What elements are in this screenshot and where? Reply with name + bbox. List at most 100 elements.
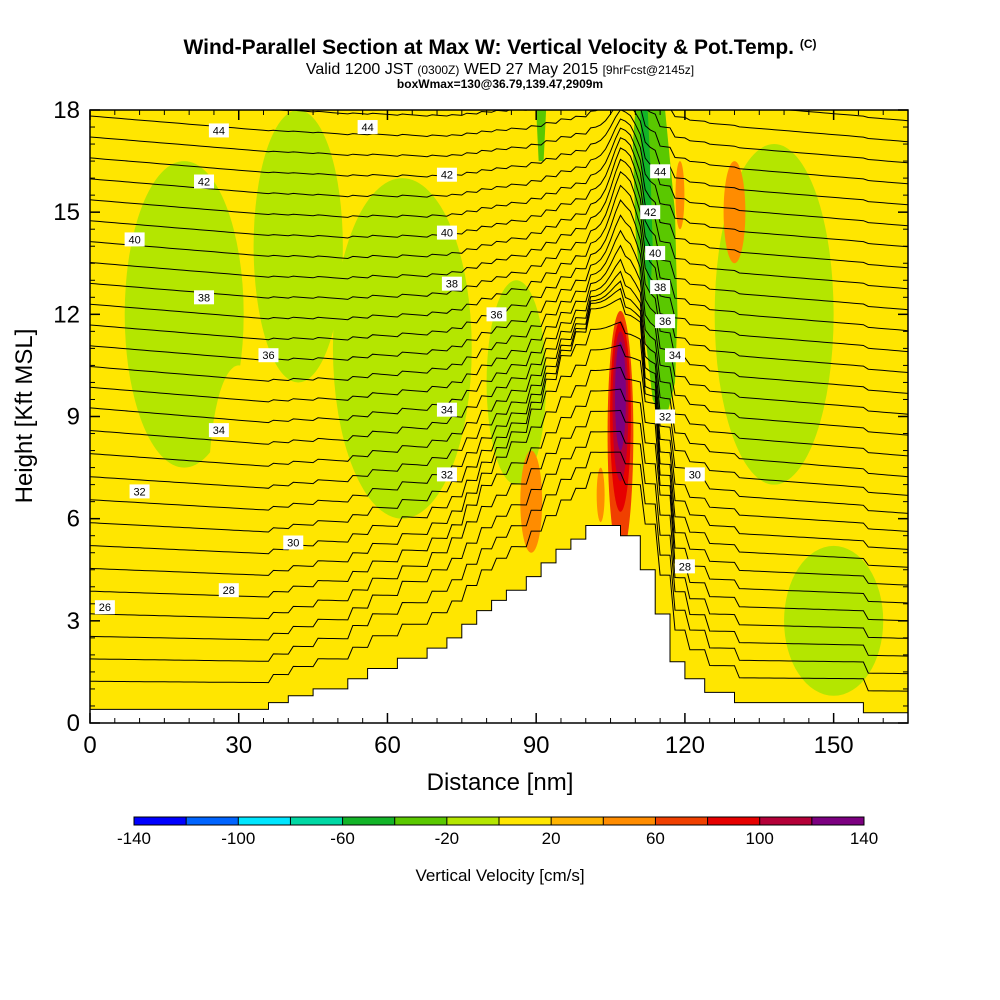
isentrope-1 bbox=[90, 451, 908, 675]
contour-label-21: 40 bbox=[645, 246, 666, 261]
contour-label-22: 38 bbox=[650, 280, 671, 295]
isentrope-23 bbox=[90, 118, 908, 248]
contour-label-20: 42 bbox=[640, 205, 661, 220]
terrain-shape bbox=[90, 525, 908, 723]
contour-label-11: 34 bbox=[436, 402, 457, 417]
contour-label-7: 38 bbox=[441, 276, 462, 291]
isentrope-12 bbox=[90, 258, 908, 478]
contour-label-text: 34 bbox=[669, 350, 681, 362]
colorbar-segment bbox=[290, 817, 344, 825]
colorbar-tick-label: -140 bbox=[117, 829, 151, 848]
contour-label-14: 30 bbox=[283, 535, 304, 550]
contour-label-bg bbox=[283, 535, 304, 550]
y-tick-label: 12 bbox=[53, 301, 80, 328]
isentrope-20 bbox=[90, 147, 908, 311]
contour-label-bg bbox=[357, 120, 378, 135]
colorbar-segment bbox=[394, 817, 448, 825]
y-tick-label: 3 bbox=[67, 608, 80, 635]
contour-label-bg bbox=[650, 280, 671, 295]
x-tick-label: 0 bbox=[83, 732, 96, 759]
contour-label-text: 42 bbox=[644, 207, 656, 219]
contour-label-text: 30 bbox=[287, 538, 299, 550]
contour-label-text: 36 bbox=[490, 309, 502, 321]
w-region-2 bbox=[332, 178, 472, 519]
x-tick-label: 150 bbox=[814, 732, 854, 759]
isentrope-11 bbox=[90, 270, 908, 496]
contour-label-25: 32 bbox=[655, 409, 676, 424]
contour-label-text: 38 bbox=[446, 279, 458, 291]
contour-label-bg bbox=[640, 205, 661, 220]
isentrope-8 bbox=[90, 297, 908, 550]
contour-label-text: 28 bbox=[223, 585, 235, 597]
colorbar-segment bbox=[499, 817, 552, 825]
contour-labels: 44 44 42 42 40 40 38 38 36 36 34 34 32 32 30 30 28 28 26 44… bbox=[94, 120, 705, 615]
contour-label-text: 28 bbox=[679, 561, 691, 573]
isentrope-24 bbox=[90, 110, 908, 227]
isentrope-18 bbox=[90, 170, 908, 353]
contour-label-bg bbox=[664, 348, 685, 363]
isentrope-28 bbox=[670, 110, 908, 143]
contour-label-18: 26 bbox=[94, 600, 115, 615]
isentrope-13 bbox=[90, 244, 908, 457]
colorbar-segment bbox=[707, 817, 761, 825]
x-tick-label: 60 bbox=[374, 732, 401, 759]
colorbar-segment bbox=[603, 817, 656, 825]
colorbar-segment bbox=[238, 817, 291, 825]
contour-label-bg bbox=[674, 559, 695, 574]
contour-label-text: 26 bbox=[99, 602, 111, 614]
isentrope-5 bbox=[90, 366, 908, 604]
contour-label-9: 36 bbox=[486, 307, 507, 322]
contour-label-0: 44 bbox=[208, 123, 229, 138]
w-region-17 bbox=[536, 110, 547, 162]
colorbar-tick-label: 20 bbox=[542, 829, 561, 848]
contour-label-24: 34 bbox=[664, 348, 685, 363]
colorbar-segment bbox=[811, 817, 865, 825]
contour-label-text: 34 bbox=[441, 405, 453, 417]
contour-label-text: 40 bbox=[128, 234, 140, 246]
colorbar-segment bbox=[655, 817, 709, 825]
colorbar-tick-label: 60 bbox=[646, 829, 665, 848]
y-axis-label: Height [Kft MSL] bbox=[11, 329, 38, 504]
contour-label-text: 34 bbox=[213, 425, 225, 437]
w-region-0 bbox=[124, 161, 244, 468]
w-region-11 bbox=[596, 467, 605, 523]
colorbar: -140 -100 -60 -20 20 60 100 140 bbox=[117, 816, 878, 848]
contour-label-bg bbox=[194, 290, 215, 305]
colorbar-segment bbox=[551, 817, 604, 825]
colorbar-segment bbox=[446, 817, 500, 825]
contour-label-bg bbox=[436, 167, 457, 182]
contour-label-bg bbox=[655, 314, 676, 329]
w-region-10 bbox=[723, 161, 746, 264]
contour-label-10: 34 bbox=[208, 423, 229, 438]
contour-label-text: 42 bbox=[441, 170, 453, 182]
contour-label-17: 28 bbox=[674, 559, 695, 574]
contour-label-bg bbox=[208, 123, 229, 138]
contour-label-15: 30 bbox=[684, 467, 705, 482]
contour-label-text: 40 bbox=[649, 248, 661, 260]
contour-label-bg bbox=[441, 276, 462, 291]
colorbar-segment bbox=[759, 817, 813, 825]
isentrope-15 bbox=[90, 214, 908, 415]
y-tick-label: 18 bbox=[53, 97, 80, 124]
w-region-9 bbox=[520, 450, 543, 553]
chart-subtitle: Valid 1200 JST (0300Z) WED 27 May 2015 [… bbox=[305, 61, 695, 78]
w-region-5 bbox=[784, 545, 884, 696]
contour-label-bg bbox=[94, 600, 115, 615]
contour-label-8: 36 bbox=[258, 348, 279, 363]
contour-label-text: 42 bbox=[198, 177, 210, 189]
contour-label-23: 36 bbox=[655, 314, 676, 329]
contour-label-text: 32 bbox=[659, 412, 671, 424]
contour-label-bg bbox=[218, 583, 239, 598]
colorbar-tick-label: -60 bbox=[330, 829, 355, 848]
contour-label-text: 38 bbox=[198, 292, 210, 304]
contour-label-text: 32 bbox=[441, 469, 453, 481]
terrain-mask bbox=[90, 525, 908, 723]
contour-label-bg bbox=[258, 348, 279, 363]
isentrope-2 bbox=[90, 430, 908, 657]
y-tick-label: 15 bbox=[53, 199, 80, 226]
contour-label-bg bbox=[436, 225, 457, 240]
contour-label-text: 36 bbox=[659, 316, 671, 328]
contour-label-text: 32 bbox=[133, 486, 145, 498]
contour-label-bg bbox=[486, 307, 507, 322]
